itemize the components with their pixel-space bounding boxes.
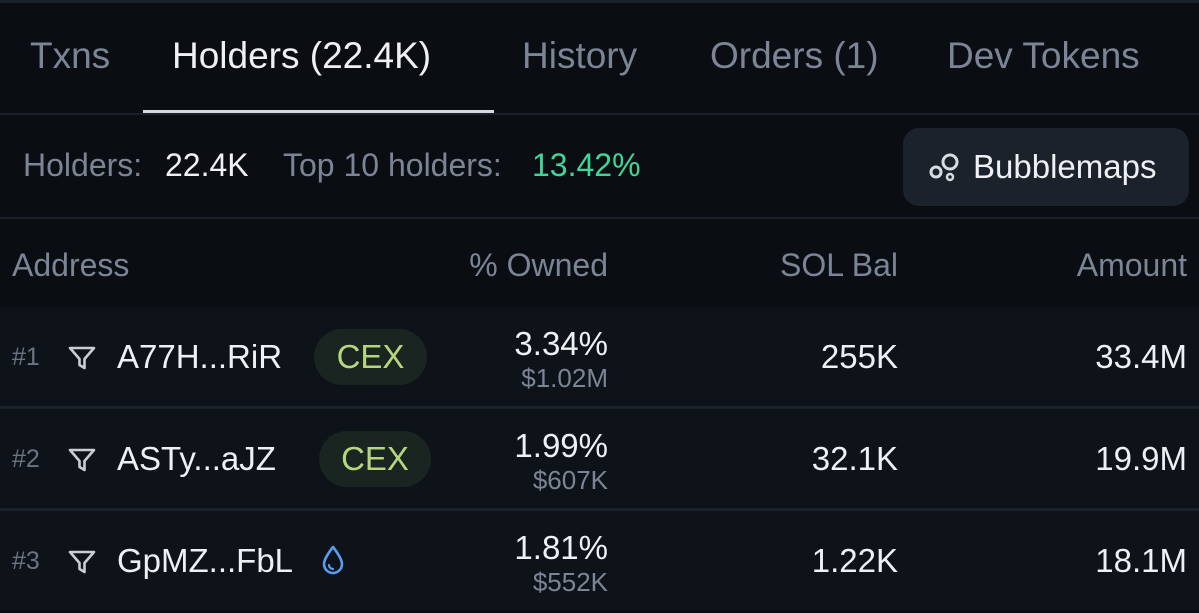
bubblemaps-icon <box>929 153 959 182</box>
sol-balance: 1.22K <box>811 542 898 579</box>
tab-dev-tokens[interactable]: Dev Tokens <box>947 35 1140 76</box>
owned-usd: $607K <box>532 465 608 495</box>
tab-bar: Txns Holders (22.4K) History Orders (1) … <box>0 3 1199 115</box>
owned-usd: $1.02M <box>521 363 608 393</box>
bubblemaps-label: Bubblemaps <box>973 148 1157 185</box>
owned-percent: 3.34% <box>514 325 608 362</box>
row-rank: #1 <box>12 343 40 371</box>
holders-count-value: 22.4K <box>165 147 249 183</box>
holders-count-label: Holders: <box>23 147 143 183</box>
token-amount: 19.9M <box>1095 440 1187 477</box>
active-tab-indicator <box>143 110 494 113</box>
row-rank: #2 <box>12 445 40 473</box>
token-amount: 33.4M <box>1095 338 1187 375</box>
owned-percent: 1.99% <box>514 427 608 464</box>
tab-holders[interactable]: Holders (22.4K) <box>172 35 432 76</box>
table-row[interactable]: #2 ASTy...aJZ CEX 1.99% $607K 32.1K 19.9… <box>0 409 1199 509</box>
row-divider <box>0 406 1199 409</box>
sol-balance: 255K <box>820 338 898 375</box>
owned-usd: $552K <box>532 567 608 597</box>
holder-address[interactable]: GpMZ...FbL <box>117 542 294 579</box>
sol-balance: 32.1K <box>811 440 898 477</box>
cex-badge: CEX <box>319 431 431 487</box>
filter-icon[interactable] <box>68 447 96 473</box>
column-amount[interactable]: Amount <box>1076 247 1187 283</box>
tab-orders[interactable]: Orders (1) <box>710 35 879 76</box>
top10-value: 13.42% <box>532 147 641 183</box>
row-divider <box>0 508 1199 511</box>
bubblemaps-button[interactable]: Bubblemaps <box>903 128 1189 206</box>
table-header: Address % Owned SOL Bal Amount <box>0 219 1199 307</box>
owned-percent: 1.81% <box>514 529 608 566</box>
table-row[interactable]: #3 GpMZ...FbL 1.81% $552K 1.22K 18.1M <box>0 511 1199 611</box>
holder-address[interactable]: ASTy...aJZ <box>117 440 276 477</box>
holder-address[interactable]: A77H...RiR <box>117 338 283 375</box>
column-sol-bal[interactable]: SOL Bal <box>780 247 898 283</box>
tab-history[interactable]: History <box>522 35 638 76</box>
table-row[interactable]: #1 A77H...RiR CEX 3.34% $1.02M 255K 33.4… <box>0 307 1199 407</box>
top10-label: Top 10 holders: <box>283 147 502 183</box>
holders-summary: Holders: 22.4K Top 10 holders: 13.42% Bu… <box>0 115 1199 219</box>
filter-icon[interactable] <box>68 345 96 371</box>
row-rank: #3 <box>12 547 40 575</box>
token-amount: 18.1M <box>1095 542 1187 579</box>
droplet-icon <box>322 545 344 575</box>
column-owned[interactable]: % Owned <box>469 247 608 283</box>
top-border <box>0 0 1199 3</box>
tab-txns[interactable]: Txns <box>30 35 111 76</box>
filter-icon[interactable] <box>68 549 96 575</box>
cex-badge: CEX <box>314 329 427 385</box>
column-address[interactable]: Address <box>12 247 130 283</box>
